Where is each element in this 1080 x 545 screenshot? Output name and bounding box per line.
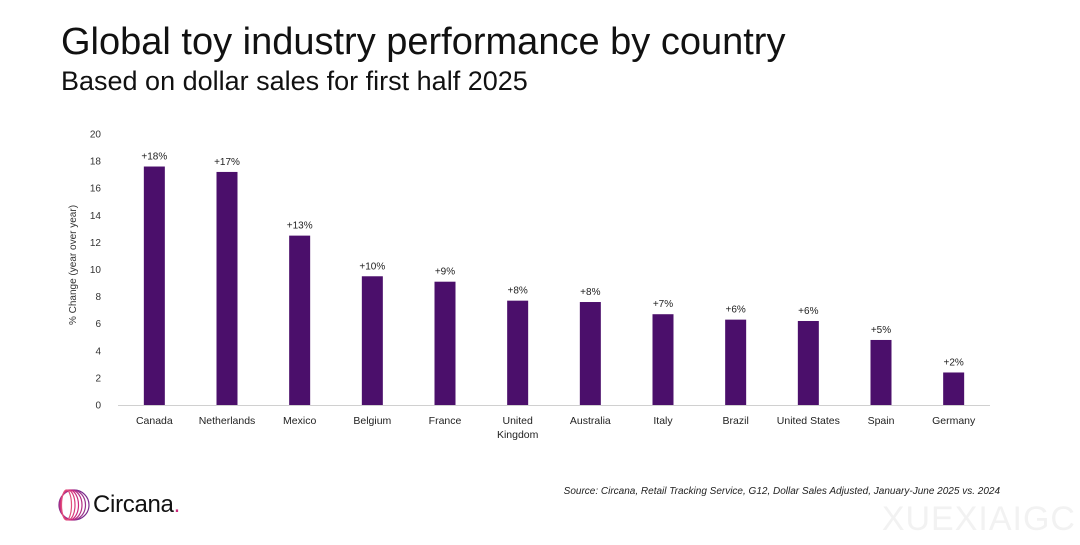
circana-logo-icon xyxy=(58,489,90,521)
data-labels-group: +18% +17% +13% +10% +9% +8% +8% +7% +6% +6% +5% +2% xyxy=(141,152,964,369)
data-label: +5% xyxy=(871,325,891,336)
y-axis-label: % Change (year over year) xyxy=(68,205,79,325)
y-tick-label: 6 xyxy=(95,319,101,330)
chart-title: Global toy industry performance by count… xyxy=(61,21,786,63)
chart-subtitle: Based on dollar sales for first half 202… xyxy=(61,66,528,96)
x-tick-label: Netherlands xyxy=(199,415,256,427)
x-tick-label: Belgium xyxy=(353,415,391,427)
y-tick-label: 8 xyxy=(95,292,101,303)
y-axis-ticks: 0 2 4 6 8 10 12 14 16 18 20 xyxy=(90,130,102,412)
brand-name-text: Circana xyxy=(93,491,174,518)
bar-italy xyxy=(652,314,674,405)
x-axis-ticks: Canada Netherlands Mexico Belgium France Unit… xyxy=(136,415,976,441)
bar-netherlands xyxy=(216,171,238,405)
x-tick-label: United Kingdom xyxy=(497,415,539,441)
bar-france xyxy=(434,281,456,405)
watermark: XUEXIAIGC xyxy=(881,500,1076,538)
circana-logo: Circana. xyxy=(57,488,180,522)
data-label: +10% xyxy=(359,261,385,272)
data-label: +6% xyxy=(726,305,746,316)
x-tick-label: United States xyxy=(777,415,840,427)
y-tick-label: 14 xyxy=(90,211,102,222)
brand-dot: . xyxy=(173,491,181,518)
x-tick-label: France xyxy=(429,415,462,427)
x-tick-label: Brazil xyxy=(723,415,749,427)
bar-canada xyxy=(143,166,165,405)
y-tick-label: 2 xyxy=(95,373,101,384)
x-tick-label: Spain xyxy=(868,415,895,427)
data-label: +6% xyxy=(798,306,818,317)
x-tick-label: Italy xyxy=(653,415,673,427)
y-tick-label: 0 xyxy=(95,401,101,412)
y-tick-label: 20 xyxy=(90,130,102,141)
data-label: +13% xyxy=(287,221,313,232)
y-tick-label: 12 xyxy=(90,238,102,249)
data-label: +8% xyxy=(508,286,528,297)
bar-united-states xyxy=(797,320,819,405)
x-tick-label: Mexico xyxy=(283,415,316,427)
source-note: Source: Circana, Retail Tracking Service… xyxy=(563,486,1000,497)
x-tick-label: Canada xyxy=(136,415,173,427)
data-label: +18% xyxy=(141,152,167,163)
data-label: +2% xyxy=(944,357,964,368)
data-label: +8% xyxy=(580,287,600,298)
bars-group xyxy=(143,166,965,405)
brand-name: Circana. xyxy=(93,491,180,519)
bar-australia xyxy=(579,302,601,405)
bar-brazil xyxy=(725,319,747,405)
bar-united-kingdom xyxy=(507,300,529,405)
bar-spain xyxy=(870,339,892,405)
y-tick-label: 4 xyxy=(95,346,101,357)
bar-mexico xyxy=(289,235,311,405)
y-tick-label: 18 xyxy=(90,157,102,168)
bar-germany xyxy=(943,372,965,405)
x-tick-label: Australia xyxy=(570,415,611,427)
data-label: +9% xyxy=(435,267,455,278)
bar-belgium xyxy=(361,276,383,405)
data-label: +17% xyxy=(214,157,240,168)
x-tick-label: Germany xyxy=(932,415,976,427)
data-label: +7% xyxy=(653,299,673,310)
y-tick-label: 10 xyxy=(90,265,102,276)
y-tick-label: 16 xyxy=(90,184,102,195)
